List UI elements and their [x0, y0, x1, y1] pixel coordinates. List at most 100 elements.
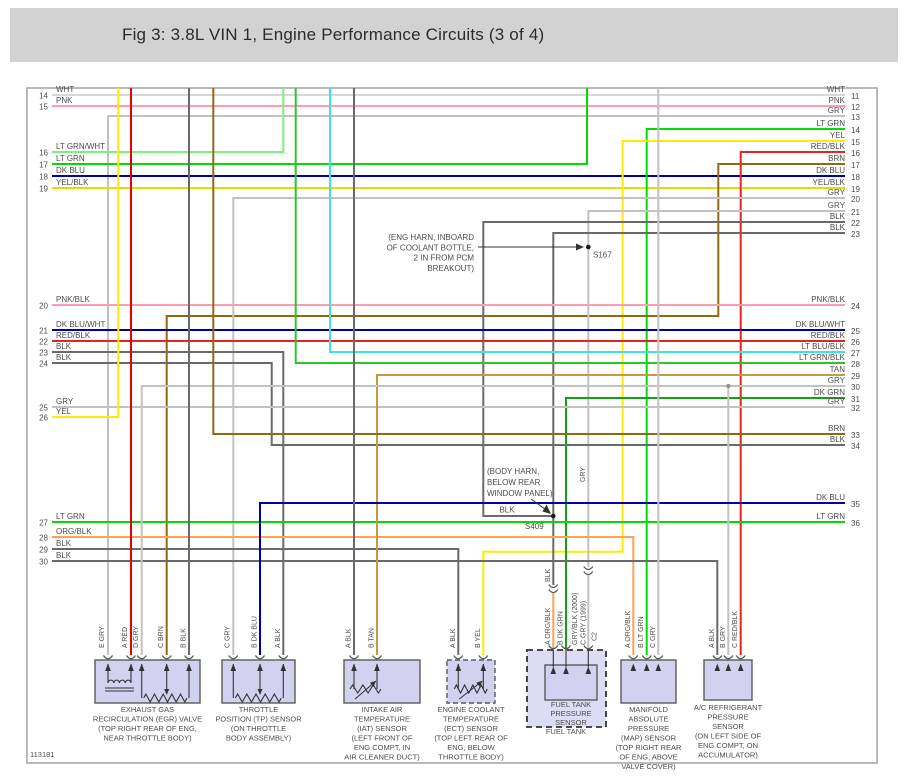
wire-row17r-brn-egr-c — [165, 163, 845, 655]
right-wire-color-label: WHT — [827, 85, 845, 94]
component-label-iat-sensor: (LEFT FRONT OF — [352, 734, 413, 743]
s409-note: (BODY HARN, — [487, 467, 539, 476]
connector-terminal-icon — [653, 655, 664, 660]
right-row-number: 31 — [851, 395, 860, 404]
wiper-arrow-icon — [164, 689, 170, 695]
splice-S409 — [551, 513, 556, 519]
component-label-iat-sensor: TEMPERATURE — [354, 715, 410, 724]
left-row-number: 21 — [39, 327, 48, 336]
right-row-number: 16 — [851, 149, 860, 158]
component-map-sensor — [620, 659, 677, 704]
connector-terminal-icon — [161, 655, 172, 660]
component-symbol — [143, 692, 188, 704]
left-wire-color-label: YEL/BLK — [56, 178, 89, 187]
wire-row29-blk-ect-a — [52, 548, 460, 655]
left-row-number: 30 — [39, 558, 48, 567]
left-row-number: 23 — [39, 349, 48, 358]
right-row-number: 11 — [851, 92, 860, 101]
left-wire-color-label: LT GRN — [56, 154, 85, 163]
s167-note: OF COOLANT BOTTLE, — [387, 243, 474, 252]
right-wire-color-label: TAN — [830, 365, 846, 374]
connector-terminal-icon — [103, 655, 113, 660]
component-label-iat-sensor: ENG COMPT, IN — [354, 743, 410, 752]
connector-terminal-icon — [349, 655, 359, 660]
right-wire-color-label: PNK — [829, 96, 846, 105]
connector-terminal-icon — [712, 655, 723, 660]
wire-row31r-dkgrn-fuel-b — [565, 397, 845, 650]
connector-terminal-icon — [548, 645, 559, 650]
right-wire-color-label: GRY — [828, 201, 846, 210]
right-wire-color-label: GRY — [828, 397, 846, 406]
connector-terminal-icon — [478, 655, 489, 660]
left-wire-color-label: ORG/BLK — [56, 527, 92, 536]
pin-arrow-icon — [550, 666, 557, 674]
component-label-ac-refrigerant-pressure-sensor: ENG COMPT, ON — [698, 741, 758, 750]
component-label-iat-sensor: INTAKE AIR — [362, 705, 403, 714]
pin-arrow-icon — [725, 663, 732, 671]
right-wire-color-label: YEL — [830, 131, 846, 140]
component-label-ect-sensor: TEMPERATURE — [443, 715, 499, 724]
left-wire-color-label: PNK — [56, 96, 73, 105]
right-wire-color-label: GRY — [828, 106, 846, 115]
splice-label-S167: S167 — [593, 251, 612, 260]
right-row-number: 17 — [851, 161, 860, 170]
component-label-ac-refrigerant-pressure-sensor: ACCUMULATOR) — [698, 751, 758, 760]
pin-arrow-icon — [563, 666, 569, 674]
left-row-number: 20 — [39, 302, 48, 311]
left-row-number: 25 — [39, 404, 48, 413]
right-wire-color-label: DK GRN — [814, 388, 845, 397]
wire-row33r-brn-top — [212, 88, 845, 435]
connector-terminal-icon — [255, 655, 265, 660]
s409-note: WINDOW PANEL) — [487, 489, 553, 498]
wire-row35r-dkblu-tp-b — [259, 502, 845, 655]
right-wire-color-label: LT GRN/BLK — [799, 353, 846, 362]
right-row-number: 18 — [851, 173, 860, 182]
left-row-number: 29 — [39, 546, 48, 555]
figure-title: Fig 3: 3.8L VIN 1, Engine Performance Ci… — [122, 25, 545, 44]
right-wire-color-label: DK BLU — [816, 166, 845, 175]
wire-row15r-yel-ect-b — [482, 140, 845, 655]
left-row-number: 18 — [39, 173, 48, 182]
wire-row14r-ltgrn-map-b — [645, 128, 845, 655]
wire-row30r-gry-egr-d — [140, 385, 845, 655]
connector-terminal-icon — [372, 655, 382, 660]
diagram-code: 113181 — [30, 750, 54, 759]
component-label-tp-sensor: BODY ASSEMBLY) — [226, 734, 292, 743]
rotated-wire-label: B GRY — [720, 626, 727, 648]
rotated-wire-label: C GRY — [650, 626, 657, 648]
rotated-wire-label: C2 — [592, 632, 599, 641]
component-label-map-sensor: (MAP) SENSOR — [621, 734, 677, 743]
wire-row30-blk-ac-a — [52, 560, 719, 655]
right-wire-color-label: YEL/BLK — [813, 178, 846, 187]
left-row-number: 22 — [39, 338, 48, 347]
wiper-arrow-icon — [257, 689, 263, 695]
connector-terminal-icon — [278, 655, 289, 660]
left-wire-color-label: DK BLU/WHT — [56, 320, 105, 329]
component-label-map-sensor: (TOP RIGHT REAR — [616, 743, 682, 752]
pin-arrow-icon — [643, 663, 650, 671]
wire-row23r-blk-fuel-a-up — [552, 232, 845, 585]
splice-S167 — [586, 244, 591, 250]
rotated-wire-label: C BRN — [158, 626, 165, 648]
right-row-number: 13 — [851, 113, 860, 122]
s167-note: BREAKOUT) — [427, 264, 474, 273]
right-wire-color-label: RED/BLK — [811, 331, 846, 340]
rotated-wire-label: A BLK — [275, 628, 282, 648]
right-wire-color-label: RED/BLK — [811, 142, 846, 151]
right-wire-color-label: GRY — [828, 188, 846, 197]
right-wire-color-label: LT BLU/BLK — [801, 342, 845, 351]
connector-terminal-icon — [561, 645, 571, 650]
component-symbol — [349, 683, 382, 695]
component-label-egr-valve: RECIRCULATION (EGR) VALVE — [93, 715, 202, 724]
connector-terminal-icon — [628, 655, 639, 660]
right-row-number: 12 — [851, 103, 860, 112]
rotated-wire-label: B BLK — [181, 628, 188, 648]
component-label-map-sensor: ABSOLUTE — [628, 715, 668, 724]
left-wire-color-label: DK BLU — [56, 166, 85, 175]
wire-row28r-ltgrnblk-top — [294, 88, 845, 364]
left-row-number: 24 — [39, 360, 48, 369]
connector-terminal-icon — [453, 655, 464, 660]
right-wire-color-label: GRY — [828, 376, 846, 385]
rotated-wire-label: GRY/BLK (2000) — [572, 593, 579, 645]
wire-row13r-gry-egr-e — [107, 115, 845, 655]
